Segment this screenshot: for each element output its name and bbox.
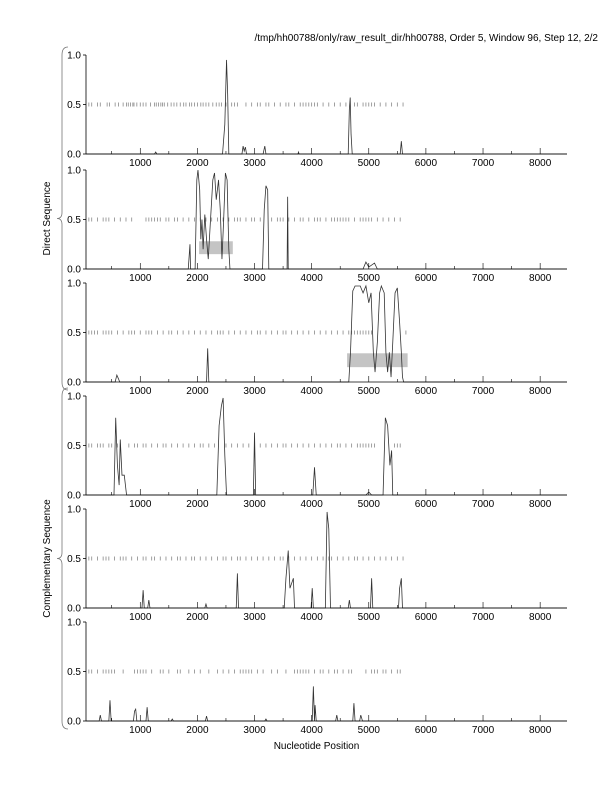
x-tick-label: 4000: [301, 725, 324, 736]
x-tick-label: 1000: [129, 158, 152, 169]
x-tick-label: 5000: [358, 386, 381, 397]
group-label: Complementary Sequence: [42, 499, 53, 618]
x-tick-label: 1000: [129, 725, 152, 736]
x-tick-label: 5000: [358, 612, 381, 623]
x-tick-label: 6000: [415, 386, 438, 397]
x-tick-label: 4000: [301, 158, 324, 169]
series-line: [86, 169, 567, 270]
x-tick-label: 3000: [243, 158, 266, 169]
x-tick-label: 5000: [358, 158, 381, 169]
panel-6: 0.0 0.5 1.0 1000 2000 3000 4000 5000 6000 7000 800…: [67, 618, 567, 736]
y-tick-label: 0.5: [67, 100, 81, 111]
series-line: [86, 284, 567, 383]
x-tick-label: 2000: [186, 386, 209, 397]
y-tick-label: 1.0: [67, 505, 81, 516]
chart-title: /tmp/hh00788/only/raw_result_dir/hh00788…: [254, 33, 598, 44]
x-tick-label: 1000: [129, 612, 152, 623]
x-tick-label: 4000: [301, 612, 324, 623]
region-box: [199, 241, 233, 255]
x-tick-label: 6000: [415, 499, 438, 510]
x-tick-label: 4000: [301, 499, 324, 510]
y-tick-label: 0.5: [67, 554, 81, 565]
x-tick-label: 3000: [243, 386, 266, 397]
y-tick-label: 0.5: [67, 328, 81, 339]
x-tick-label: 7000: [472, 499, 495, 510]
x-tick-label: 5000: [358, 725, 381, 736]
series-line: [86, 397, 567, 496]
x-tick-label: 3000: [243, 612, 266, 623]
x-tick-label: 8000: [529, 158, 552, 169]
x-tick-label: 2000: [186, 273, 209, 284]
y-tick-label: 0.0: [67, 378, 81, 389]
y-tick-label: 0.0: [67, 717, 81, 728]
panel-2: 0.0 0.5 1.0 1000 2000 3000 4000 5000 6000 7000 800…: [67, 166, 567, 284]
y-tick-label: 0.5: [67, 215, 81, 226]
x-tick-label: 7000: [472, 725, 495, 736]
x-tick-label: 6000: [415, 612, 438, 623]
panel-5: 0.0 0.5 1.0 1000 2000 3000 4000 5000 6000 7000 800…: [67, 505, 567, 623]
group-label: Direct Sequence: [42, 181, 53, 255]
x-tick-label: 6000: [415, 158, 438, 169]
y-tick-label: 0.0: [67, 150, 81, 161]
x-tick-label: 8000: [529, 386, 552, 397]
x-tick-label: 3000: [243, 273, 266, 284]
panel-1: 0.0 0.5 1.0 1000 2000 3000 4000 5000 6000 7000 800…: [67, 51, 567, 169]
y-tick-label: 1.0: [67, 279, 81, 290]
x-tick-label: 2000: [186, 499, 209, 510]
x-tick-label: 1000: [129, 273, 152, 284]
x-tick-label: 6000: [415, 273, 438, 284]
x-tick-label: 8000: [529, 499, 552, 510]
x-tick-label: 8000: [529, 273, 552, 284]
y-tick-label: 1.0: [67, 166, 81, 177]
y-tick-label: 1.0: [67, 618, 81, 629]
x-tick-label: 7000: [472, 612, 495, 623]
y-tick-label: 0.5: [67, 441, 81, 452]
y-tick-label: 1.0: [67, 51, 81, 62]
x-tick-label: 3000: [243, 725, 266, 736]
group-brace: [56, 387, 69, 730]
series-line: [86, 511, 567, 609]
x-tick-label: 8000: [529, 725, 552, 736]
x-tick-label: 7000: [472, 158, 495, 169]
group-brace: [56, 46, 69, 391]
x-tick-label: 5000: [358, 499, 381, 510]
x-tick-label: 2000: [186, 612, 209, 623]
x-axis-label: Nucleotide Position: [274, 741, 360, 752]
panel-4: 0.0 0.5 1.0 1000 2000 3000 4000 5000 6000 7000 800…: [67, 392, 567, 510]
y-tick-label: 0.0: [67, 604, 81, 615]
y-tick-label: 0.0: [67, 491, 81, 502]
x-tick-label: 2000: [186, 725, 209, 736]
x-tick-label: 6000: [415, 725, 438, 736]
series-line: [86, 686, 567, 722]
x-tick-label: 1000: [129, 499, 152, 510]
series-line: [86, 59, 567, 155]
x-tick-label: 1000: [129, 386, 152, 397]
x-tick-label: 4000: [301, 273, 324, 284]
y-tick-label: 0.0: [67, 265, 81, 276]
panel-3: 0.0 0.5 1.0 1000 2000 3000 4000 5000 6000 7000 800…: [67, 279, 567, 397]
y-tick-label: 0.5: [67, 667, 81, 678]
x-tick-label: 3000: [243, 499, 266, 510]
x-tick-label: 8000: [529, 612, 552, 623]
region-box: [347, 353, 408, 368]
x-tick-label: 7000: [472, 386, 495, 397]
x-tick-label: 4000: [301, 386, 324, 397]
x-tick-label: 5000: [358, 273, 381, 284]
x-tick-label: 2000: [186, 158, 209, 169]
y-tick-label: 1.0: [67, 392, 81, 403]
x-tick-label: 7000: [472, 273, 495, 284]
